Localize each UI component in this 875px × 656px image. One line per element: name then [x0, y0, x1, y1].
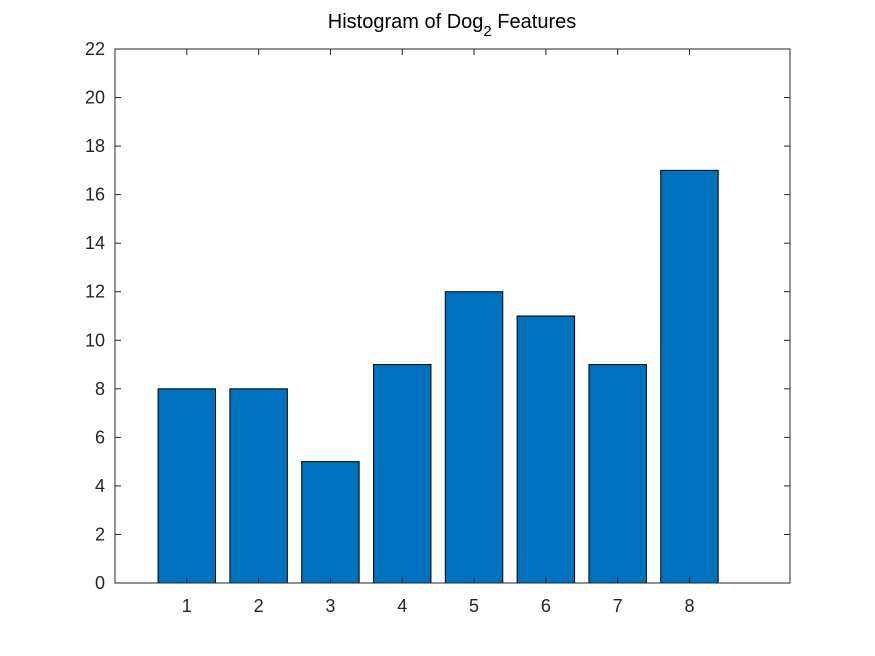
bar-3 [301, 461, 360, 584]
bar-5 [444, 291, 504, 584]
y-tick-label-10: 10 [85, 330, 105, 350]
y-tick-label-0: 0 [95, 573, 105, 593]
y-tick-label-2: 2 [95, 524, 105, 544]
x-tick-label-8: 8 [684, 596, 694, 616]
bars-group [157, 169, 719, 584]
x-tick-label-4: 4 [397, 596, 407, 616]
x-tick-label-6: 6 [541, 596, 551, 616]
bar-1 [157, 388, 217, 584]
y-tick-label-22: 22 [85, 39, 105, 59]
bar-4 [373, 364, 432, 584]
bar-2 [229, 388, 288, 584]
y-tick-label-12: 12 [85, 282, 105, 302]
chart-title: Histogram of Dog2 Features [328, 11, 576, 40]
y-tick-label-4: 4 [95, 476, 105, 496]
axes-box [114, 48, 791, 584]
y-tick-label-6: 6 [95, 427, 105, 447]
x-tick-label-3: 3 [325, 596, 335, 616]
x-tick-label-2: 2 [254, 596, 264, 616]
chart-title-main: Histogram of Dog [328, 11, 484, 33]
y-tick-label-8: 8 [95, 379, 105, 399]
bar-6 [516, 315, 576, 584]
y-tick-label-14: 14 [85, 233, 105, 253]
y-tick-label-20: 20 [85, 88, 105, 108]
y-tick-label-16: 16 [85, 185, 105, 205]
bar-8 [660, 169, 719, 584]
chart-title-subscript: 2 [483, 23, 491, 40]
x-tick-label-5: 5 [469, 596, 479, 616]
x-tick-label-1: 1 [182, 596, 192, 616]
bar-7 [588, 364, 647, 584]
chart-title-suffix: Features [497, 11, 576, 33]
x-tick-label-7: 7 [613, 596, 623, 616]
y-tick-label-18: 18 [85, 136, 105, 156]
